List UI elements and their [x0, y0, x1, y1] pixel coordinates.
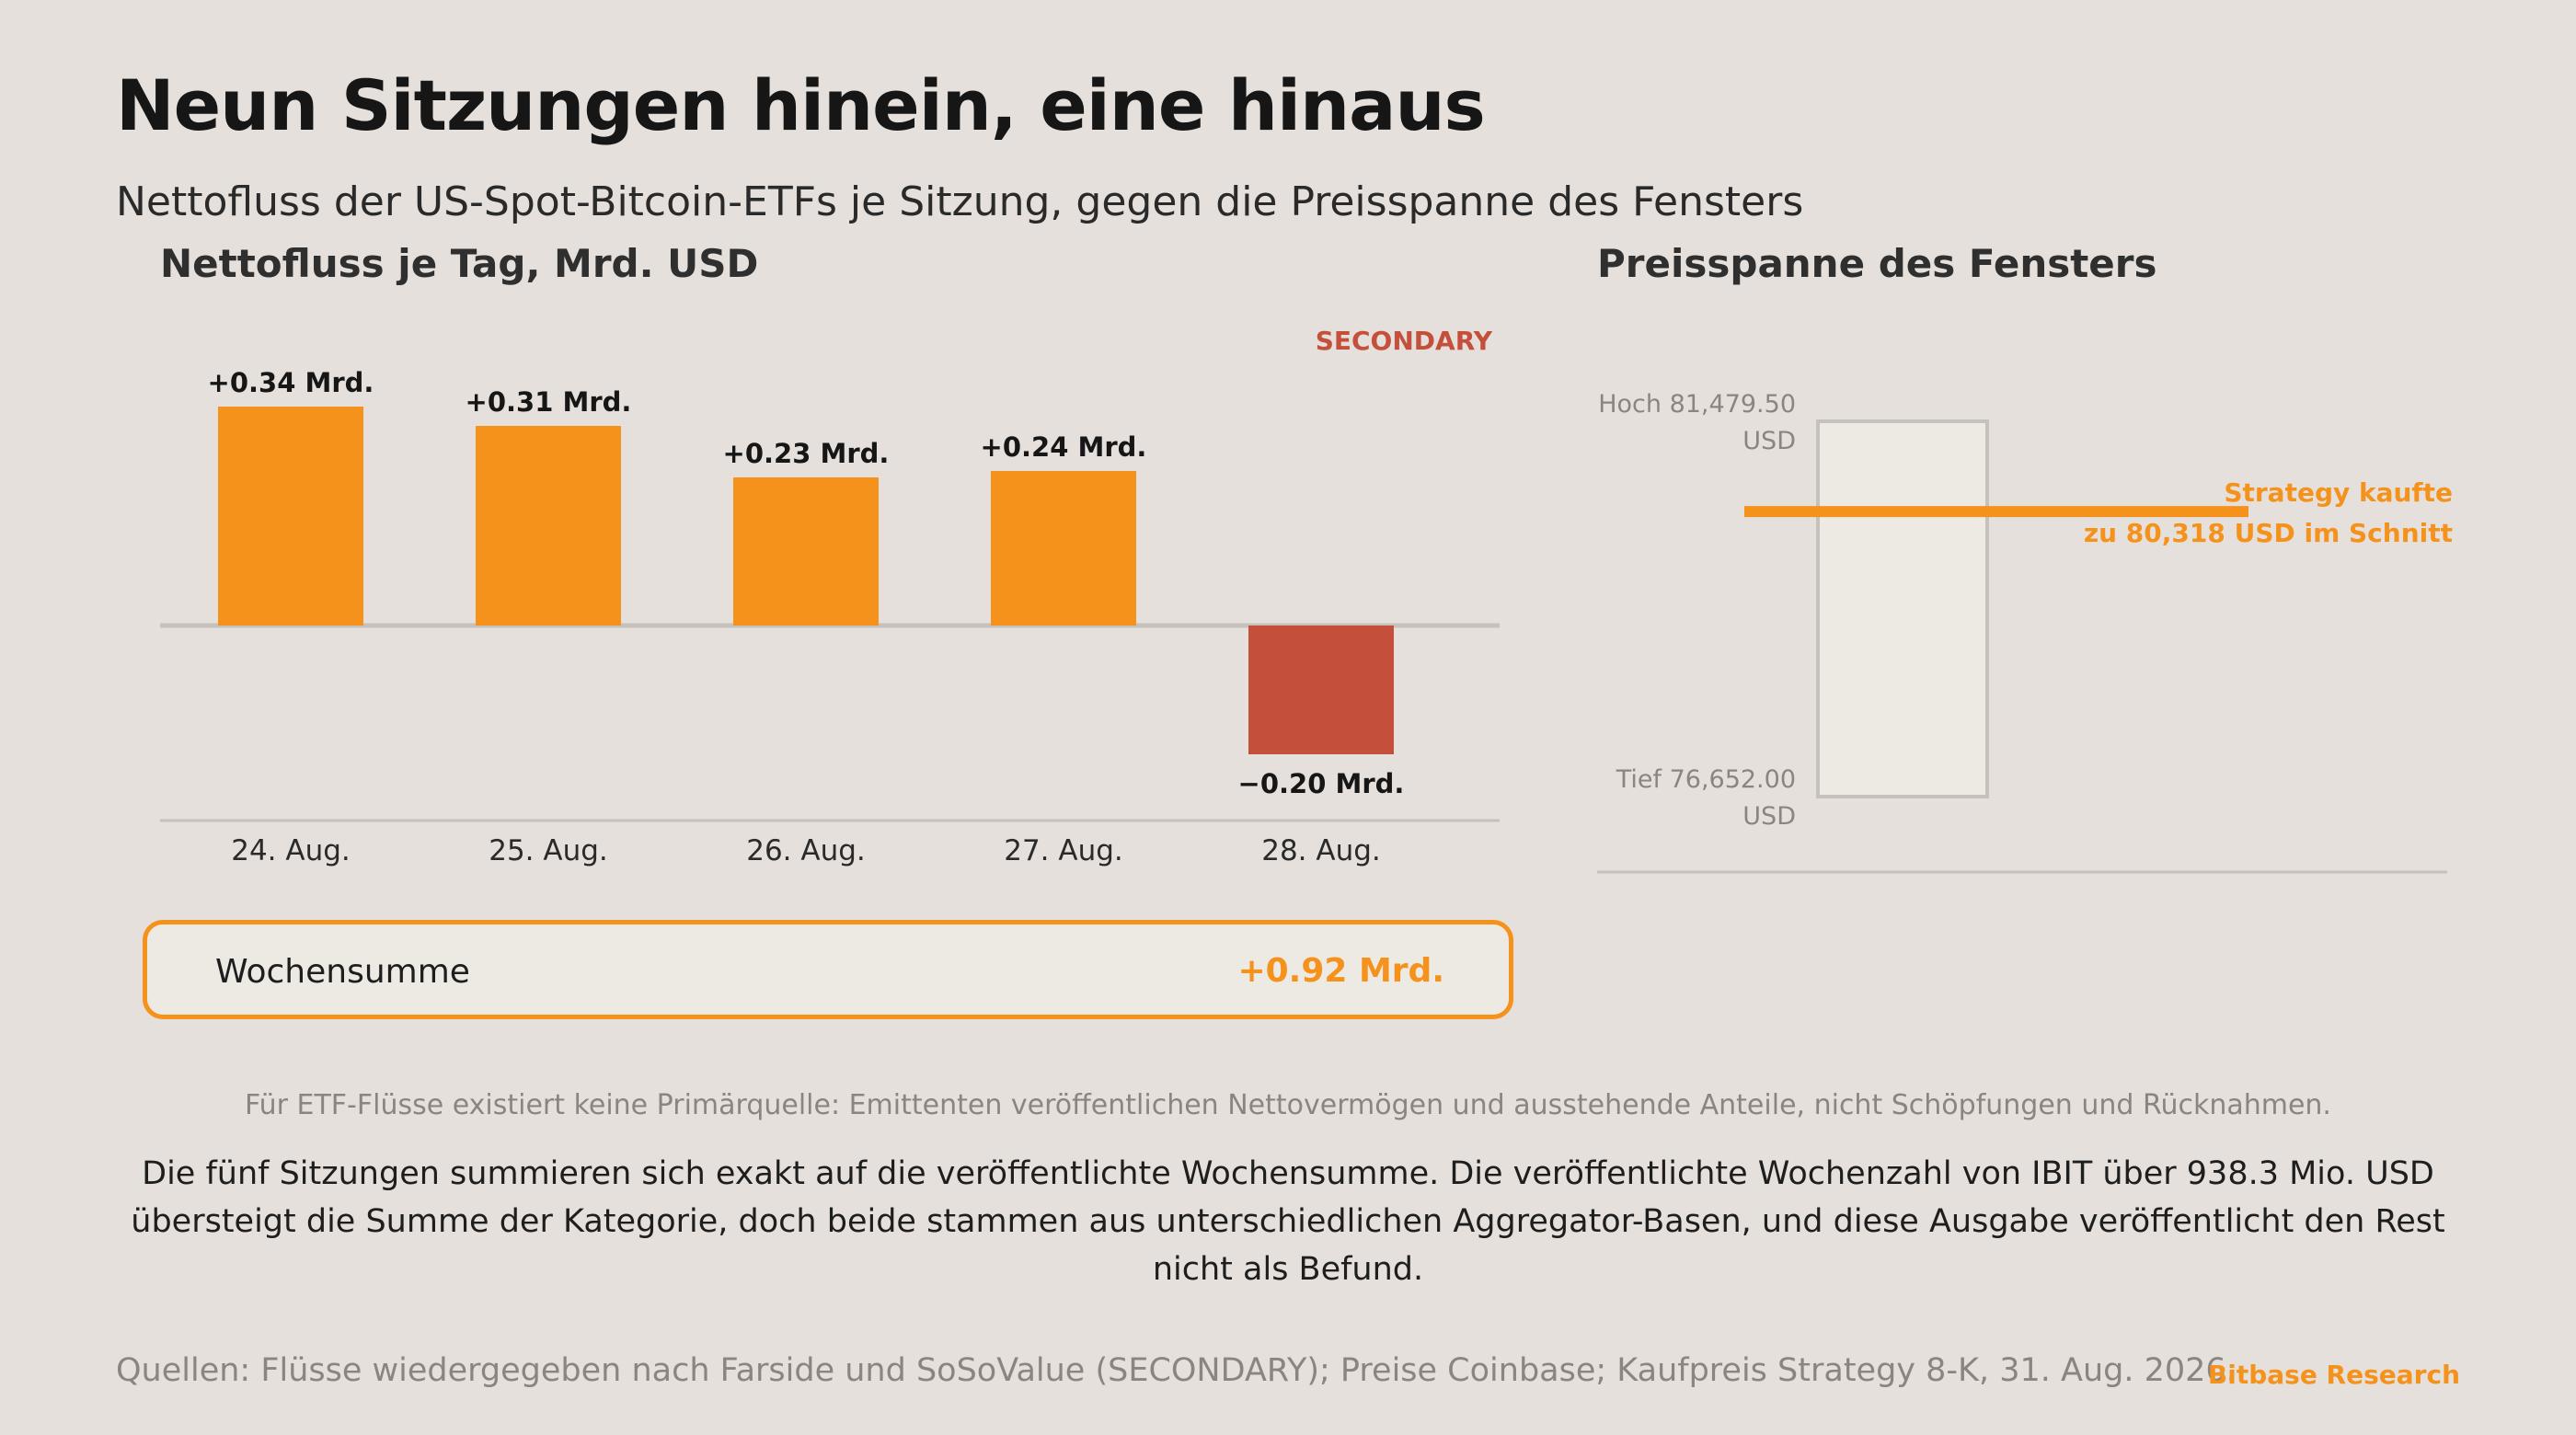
bar-value-label-4: +0.24 Mrd.: [981, 431, 1147, 463]
bar-value-label-5: −0.20 Mrd.: [1238, 768, 1405, 799]
x-tick-label-2: 25. Aug.: [489, 834, 608, 867]
secondary-badge: SECONDARY: [1316, 326, 1493, 356]
low-price-unit: USD: [1742, 802, 1796, 831]
explanation-text: Die fünf Sitzungen summieren sich exakt …: [131, 1155, 2445, 1288]
strategy-buy-price-label: zu 80,318 USD im Schnitt: [2084, 518, 2453, 548]
bar-chart-title: Nettofluss je Tag, Mrd. USD: [160, 241, 759, 286]
bar-1: [218, 407, 363, 626]
low-price-label: Tief 76,652.00: [1616, 765, 1796, 794]
bar-chart: SECONDARY +0.34 Mrd. 24. Aug. +0.31 Mrd. 25…: [160, 326, 1500, 867]
caveat-note: Für ETF-Flüsse existiert keine Primärque…: [245, 1089, 2331, 1121]
bar-value-label-1: +0.34 Mrd.: [208, 367, 374, 398]
high-price-unit: USD: [1742, 427, 1796, 455]
bar-value-label-3: +0.23 Mrd.: [723, 438, 890, 469]
bar-3: [733, 477, 879, 626]
bars-group: +0.34 Mrd. 24. Aug. +0.31 Mrd. 25. Aug. +0.2…: [208, 367, 1405, 867]
range-chart-title: Preisspanne des Fensters: [1597, 241, 2157, 286]
bar-5: [1248, 626, 1394, 754]
sources-footer: Quellen: Flüsse wiedergegeben nach Farsi…: [116, 1352, 2237, 1389]
page-title: Neun Sitzungen hinein, eine hinaus: [116, 64, 1486, 146]
price-range-box: [1816, 419, 1989, 798]
x-tick-label-3: 26. Aug.: [746, 834, 866, 867]
weekly-total-box: Wochensumme +0.92 Mrd.: [143, 920, 1513, 1019]
weekly-total-value: +0.92 Mrd.: [1237, 952, 1444, 990]
bar-4: [991, 471, 1136, 626]
weekly-total-label: Wochensumme: [215, 953, 470, 991]
bar-value-label-2: +0.31 Mrd.: [466, 386, 632, 418]
page-subtitle: Nettofluss der US-Spot-Bitcoin-ETFs je S…: [116, 178, 1804, 225]
x-tick-label-1: 24. Aug.: [231, 834, 351, 867]
brand-logo-text: Bitbase Research: [2207, 1360, 2460, 1390]
strategy-buy-label: Strategy kaufte: [2224, 477, 2453, 508]
x-tick-label-4: 27. Aug.: [1004, 834, 1123, 867]
x-tick-label-5: 28. Aug.: [1261, 834, 1381, 867]
high-price-label: Hoch 81,479.50: [1598, 390, 1796, 419]
bar-2: [476, 426, 621, 626]
range-chart: Hoch 81,479.50 USD Tief 76,652.00 USD St…: [1597, 390, 2453, 874]
